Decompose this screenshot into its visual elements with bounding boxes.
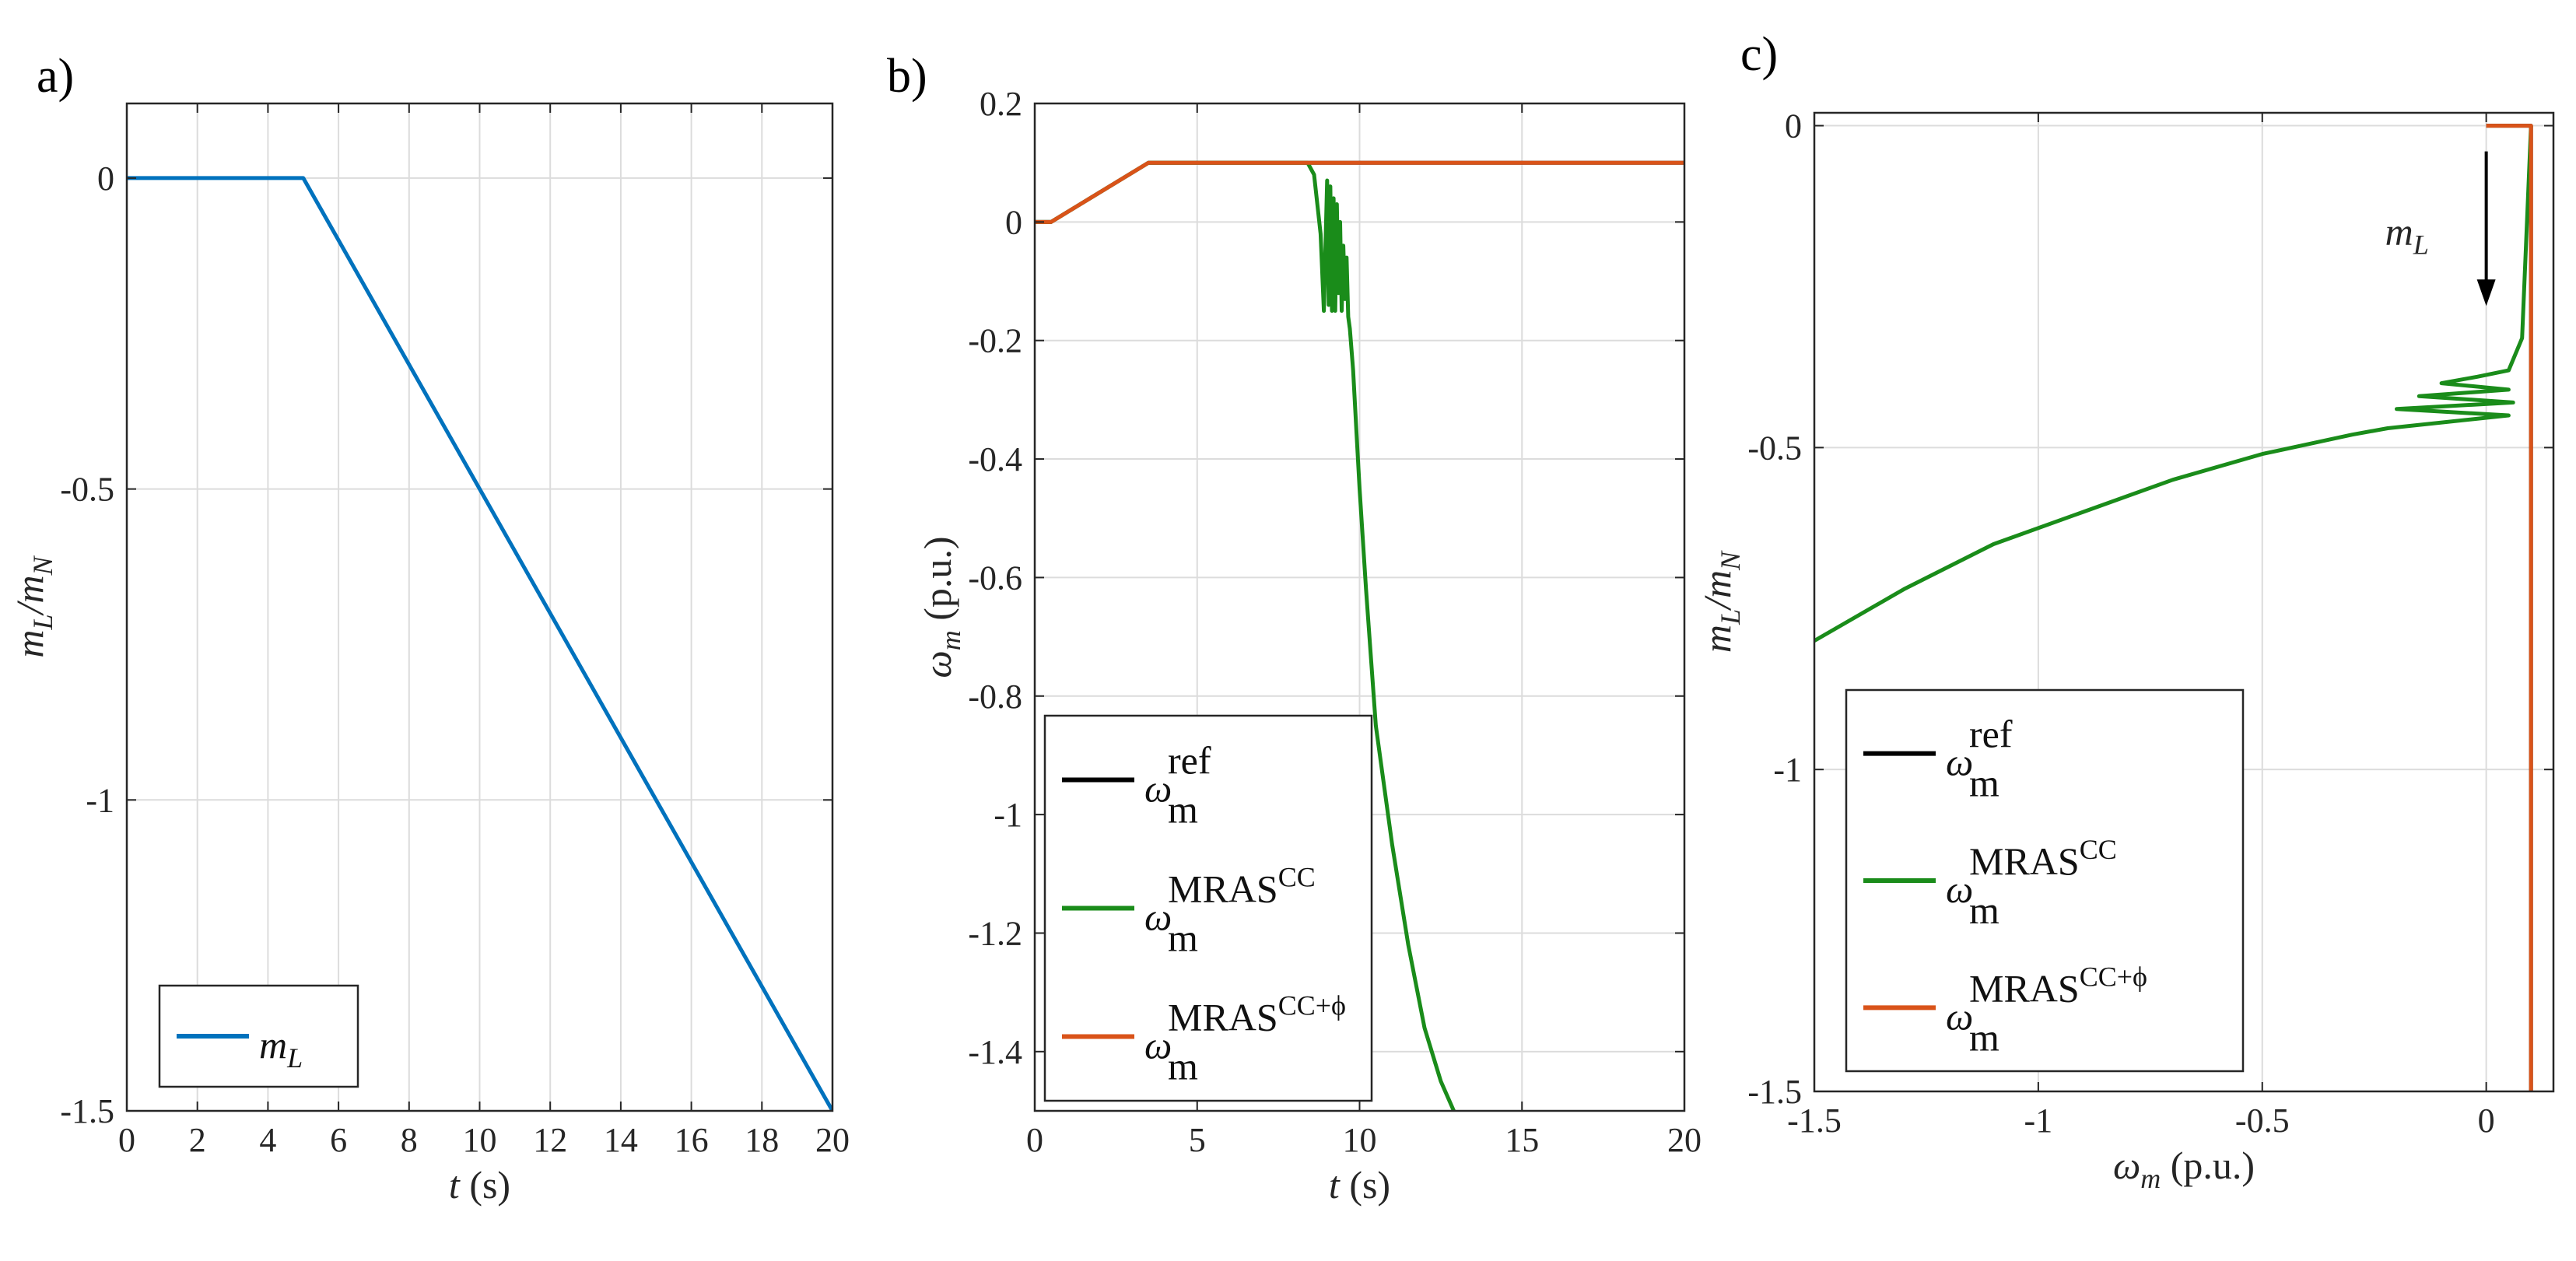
y-tick-label: -0.5 xyxy=(60,471,114,509)
series-line-cc xyxy=(1814,125,2533,643)
x-tick-label: 0 xyxy=(2478,1102,2495,1140)
legend-sub-ccphi: m xyxy=(1168,1045,1198,1088)
annotation-label: mL xyxy=(2385,210,2429,261)
series-line-cc xyxy=(1035,160,1456,1111)
y-tick-label: -1 xyxy=(1773,751,1802,789)
x-tick-label: 15 xyxy=(1505,1121,1539,1159)
legend-label-mL: mL xyxy=(259,1023,303,1074)
panel-label: b) xyxy=(887,50,927,103)
y-tick-label: -1.4 xyxy=(968,1033,1022,1071)
x-tick-label: 20 xyxy=(815,1121,850,1159)
legend-label-ref: ω xyxy=(1946,741,1973,784)
legend-sup-ref: ref xyxy=(1168,739,1211,783)
series-group xyxy=(1814,124,2533,1091)
x-tick-label: 4 xyxy=(259,1121,276,1159)
series-line-mL xyxy=(127,176,832,1111)
series-line-ccphi xyxy=(2486,124,2533,1091)
legend-sup-cc: MRASCC xyxy=(1969,834,2117,883)
y-tick-label: -1 xyxy=(994,796,1022,834)
legend-sup-ccphi: MRASCC+ϕ xyxy=(1969,961,2147,1010)
x-tick-label: 10 xyxy=(1343,1121,1377,1159)
x-axis-label: ωm (p.u.) xyxy=(2113,1144,2255,1194)
y-tick-label: 0 xyxy=(1785,107,1802,145)
legend-label-ccphi: ω xyxy=(1946,994,1973,1038)
legend-sub-cc: m xyxy=(1969,888,1999,932)
y-axis-label: mL/mN xyxy=(8,555,58,657)
x-tick-label: 20 xyxy=(1667,1121,1702,1159)
y-tick-label: -0.8 xyxy=(968,678,1022,716)
x-tick-label: 14 xyxy=(604,1121,638,1159)
chart-panel-b: 0 5 10 15 20 0.2 0 -0.2 -0.4 -0.6 -0.8 -1 -1.2 -1.4 b)… xyxy=(887,50,1702,1207)
legend-label-cc: ω xyxy=(1144,895,1172,939)
y-tick-label: -1.5 xyxy=(60,1092,114,1130)
x-tick-label: -1.5 xyxy=(1787,1102,1842,1140)
x-tick-label: 2 xyxy=(189,1121,206,1159)
x-axis-label: t (s) xyxy=(449,1163,510,1207)
chart-panel-a: 0 2 4 6 8 10 12 14 16 18 20 0 -0.5 -1 -1.5 a) t (s) mL/mN… xyxy=(8,50,850,1207)
legend-sub-cc: m xyxy=(1168,916,1198,960)
x-tick-label: 5 xyxy=(1189,1121,1206,1159)
y-tick-label: -1.5 xyxy=(1747,1073,1802,1111)
annotation-arrow-head xyxy=(2476,279,2496,306)
legend-sup-cc: MRASCC xyxy=(1168,862,1316,911)
y-tick-label: -0.2 xyxy=(968,322,1022,360)
y-axis-label: mL/mN xyxy=(1695,550,1746,653)
legend-sub-ref: m xyxy=(1168,788,1198,832)
x-tick-label: 0 xyxy=(118,1121,135,1159)
y-tick-label: -0.6 xyxy=(968,559,1022,597)
y-tick-label: -1.2 xyxy=(968,914,1022,952)
y-tick-label: -0.5 xyxy=(1747,429,1802,467)
x-tick-label: 10 xyxy=(463,1121,497,1159)
x-tick-label: 8 xyxy=(401,1121,418,1159)
y-tick-label: 0 xyxy=(97,159,114,198)
legend-label-cc: ω xyxy=(1946,867,1973,911)
panel-label: c) xyxy=(1740,28,1778,81)
legend-sub-ref: m xyxy=(1969,762,1999,805)
x-tick-label: 0 xyxy=(1026,1121,1043,1159)
series-group xyxy=(127,176,832,1111)
legend-sup-ccphi: MRASCC+ϕ xyxy=(1168,990,1346,1039)
x-tick-label: -1 xyxy=(2024,1102,2053,1140)
y-tick-label: 0 xyxy=(1005,203,1022,241)
axes-box xyxy=(1813,111,2555,1093)
chart-panel-c: -1.5 -1 -0.5 0 0 -0.5 -1 -1.5 c) ωm (p.u.) mL/mN mL… xyxy=(1695,28,2555,1194)
panel-label: a) xyxy=(37,50,74,103)
y-tick-label: -0.4 xyxy=(968,440,1022,478)
x-axis-label: t (s) xyxy=(1329,1163,1390,1207)
x-tick-label: 6 xyxy=(330,1121,347,1159)
legend-sub-ccphi: m xyxy=(1969,1015,1999,1059)
legend-sup-ref: ref xyxy=(1969,713,2013,756)
x-tick-label: 12 xyxy=(533,1121,567,1159)
y-tick-label: -1 xyxy=(86,781,114,819)
legend-label-ccphi: ω xyxy=(1144,1024,1172,1067)
y-tick-label: 0.2 xyxy=(980,85,1022,123)
x-tick-label: 16 xyxy=(675,1121,709,1159)
x-tick-label: -0.5 xyxy=(2235,1102,2290,1140)
legend-label-ref: ω xyxy=(1144,767,1172,811)
x-tick-label: 18 xyxy=(745,1121,779,1159)
y-axis-label: ωm (p.u.) xyxy=(916,536,966,678)
